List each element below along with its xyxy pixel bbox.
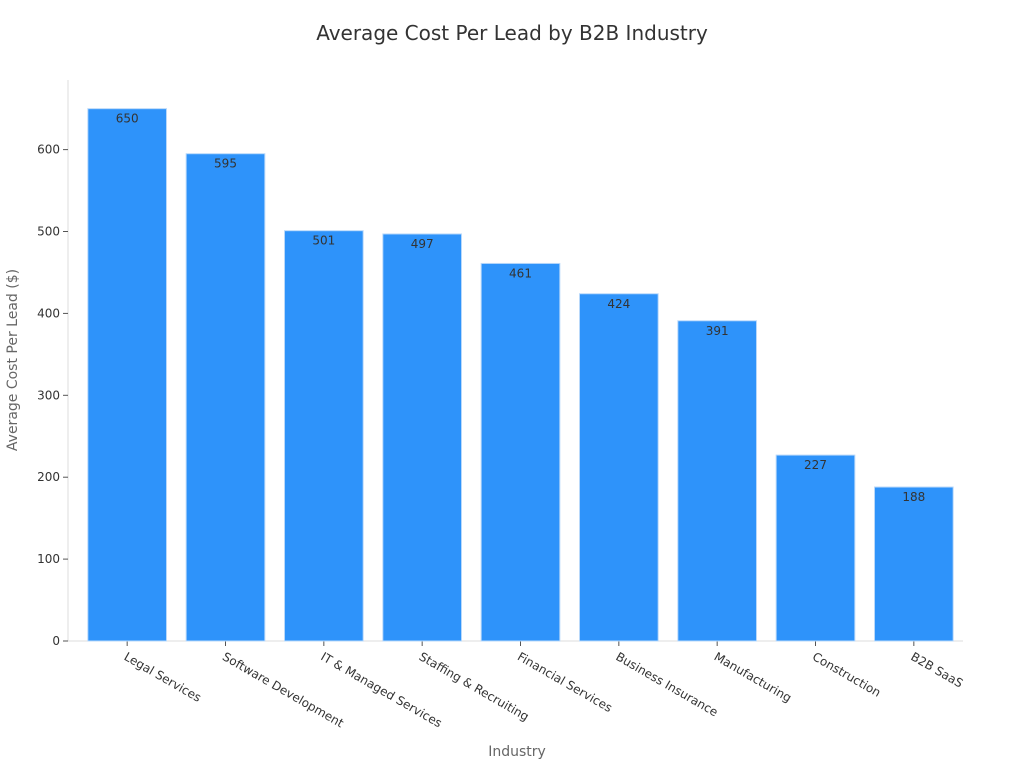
bar-value-label: 595 bbox=[214, 157, 237, 171]
bar bbox=[382, 233, 463, 642]
bar bbox=[579, 293, 659, 642]
bars bbox=[87, 108, 954, 642]
bar bbox=[185, 153, 266, 642]
chart-title: Average Cost Per Lead by B2B Industry bbox=[316, 21, 708, 45]
x-axis-title: Industry bbox=[488, 744, 546, 760]
bar-value-label: 461 bbox=[509, 266, 532, 280]
bar bbox=[775, 454, 856, 642]
y-tick-label: 100 bbox=[37, 552, 60, 566]
x-tick-label: Financial Services bbox=[515, 649, 615, 715]
x-tick-label: Construction bbox=[810, 649, 883, 699]
x-tick-label: Legal Services bbox=[122, 649, 204, 704]
bar-value-label: 424 bbox=[607, 297, 630, 311]
y-tick-label: 500 bbox=[37, 225, 60, 239]
bar-value-label: 391 bbox=[706, 324, 729, 338]
bar-value-label: 497 bbox=[411, 237, 434, 251]
bar bbox=[284, 230, 364, 642]
y-tick-label: 0 bbox=[52, 634, 60, 648]
bar-value-label: 501 bbox=[312, 234, 335, 248]
bar-value-label: 650 bbox=[116, 112, 139, 126]
bar bbox=[87, 108, 167, 642]
y-tick-label: 300 bbox=[37, 388, 60, 402]
y-tick-label: 400 bbox=[37, 306, 60, 320]
x-tick-label: Manufacturing bbox=[712, 649, 794, 705]
y-tick-label: 600 bbox=[37, 143, 60, 157]
x-tick-label: B2B SaaS bbox=[908, 649, 965, 690]
bar-value-label: 188 bbox=[902, 490, 925, 504]
data-labels: 650 595 501 497 461 424 391 227 188 bbox=[116, 112, 926, 504]
bar bbox=[677, 320, 757, 642]
bar bbox=[874, 486, 954, 642]
bar-value-label: 227 bbox=[804, 458, 827, 472]
bar bbox=[480, 262, 561, 642]
x-tick-label: Business Insurance bbox=[613, 649, 720, 719]
y-axis-title: Average Cost Per Lead ($) bbox=[5, 269, 21, 451]
y-tick-label: 200 bbox=[37, 470, 60, 484]
